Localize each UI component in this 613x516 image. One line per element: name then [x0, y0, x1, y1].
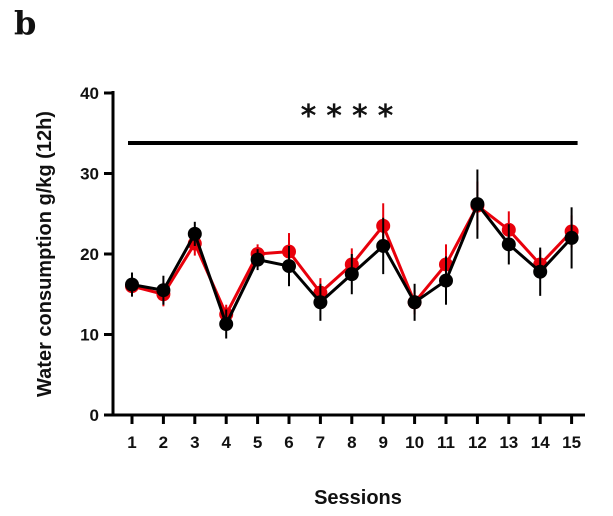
data-point: [250, 252, 265, 267]
data-point: [344, 267, 359, 282]
y-tick-label: 30: [80, 165, 99, 184]
series-2: [125, 169, 579, 339]
x-tick-label: 14: [531, 433, 550, 452]
data-point: [501, 237, 516, 252]
data-point: [407, 295, 422, 310]
x-axis-title: Sessions: [314, 487, 402, 509]
y-tick-label: 40: [80, 84, 99, 103]
series-1: [125, 181, 579, 325]
data-point: [125, 277, 139, 292]
x-tick-label: 6: [284, 433, 293, 452]
data-point: [282, 259, 296, 274]
data-point: [313, 295, 328, 310]
x-tick-label: 8: [347, 433, 356, 452]
x-tick-label: 12: [468, 433, 487, 452]
x-tick-label: 5: [253, 433, 262, 452]
x-tick-label: 11: [437, 433, 455, 452]
data-point: [470, 197, 485, 212]
x-tick-label: 1: [127, 433, 136, 452]
data-point: [376, 238, 391, 253]
data-point: [564, 230, 579, 245]
y-tick-label: 0: [90, 406, 99, 425]
data-point: [439, 273, 453, 288]
x-tick-label: 13: [499, 433, 518, 452]
x-tick-label: 10: [405, 433, 424, 452]
y-tick-label: 20: [80, 245, 99, 264]
x-tick-label: 15: [562, 433, 581, 452]
x-tick-label: 2: [159, 433, 168, 452]
significance-label: ****: [301, 99, 404, 134]
x-tick-label: 4: [221, 433, 231, 452]
data-point: [219, 317, 234, 332]
data-point: [533, 264, 548, 279]
x-tick-label: 7: [316, 433, 325, 452]
panel-label: b: [14, 4, 36, 42]
data-point: [187, 226, 202, 241]
y-axis-title: Water consumption g/kg (12h): [34, 111, 56, 397]
x-tick-label: 9: [378, 433, 387, 452]
x-tick-label: 3: [190, 433, 199, 452]
y-tick-label: 10: [80, 326, 99, 345]
data-point: [156, 283, 171, 298]
